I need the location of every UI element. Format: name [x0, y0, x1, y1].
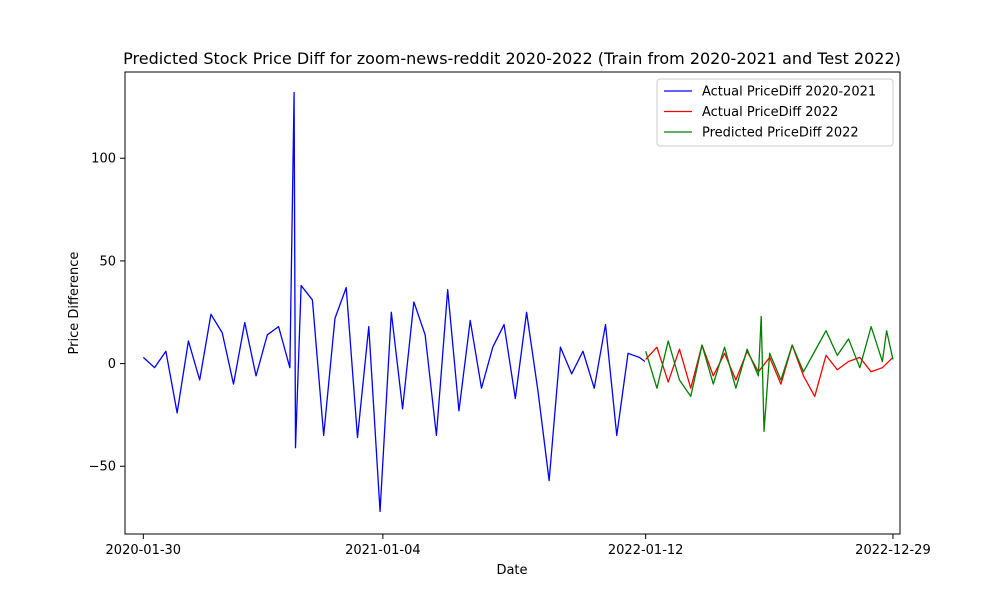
series-line-1	[142, 91, 646, 513]
series-line-3	[645, 315, 894, 432]
legend-label: Predicted PriceDiff 2022	[702, 126, 859, 141]
x-tick-label: 2022-12-29	[855, 543, 931, 558]
legend: Actual PriceDiff 2020-2021 Actual PriceDi…	[656, 78, 894, 147]
legend-frame	[656, 78, 894, 147]
y-axis: −50 0 50 100	[89, 152, 125, 475]
plot-area-frame	[124, 71, 901, 535]
x-tick-label: 2021-01-04	[345, 543, 421, 558]
x-tick-label: 2020-01-30	[106, 543, 182, 558]
plot-lines	[142, 91, 894, 513]
y-tick-label: 100	[91, 152, 116, 167]
legend-label: Actual PriceDiff 2020-2021	[702, 85, 876, 100]
chart-title: Predicted Stock Price Diff for zoom-news…	[123, 49, 901, 68]
y-axis-title: Price Difference	[67, 252, 82, 355]
legend-label: Actual PriceDiff 2022	[702, 105, 838, 120]
x-axis-title: Date	[496, 563, 527, 578]
y-tick-label: −50	[89, 460, 116, 475]
y-tick-label: 0	[108, 357, 116, 372]
x-axis: 2020-01-30 2021-01-04 2022-01-12 2022-12-29	[106, 534, 931, 558]
x-tick-label: 2022-01-12	[608, 543, 684, 558]
y-tick-label: 50	[99, 254, 116, 269]
